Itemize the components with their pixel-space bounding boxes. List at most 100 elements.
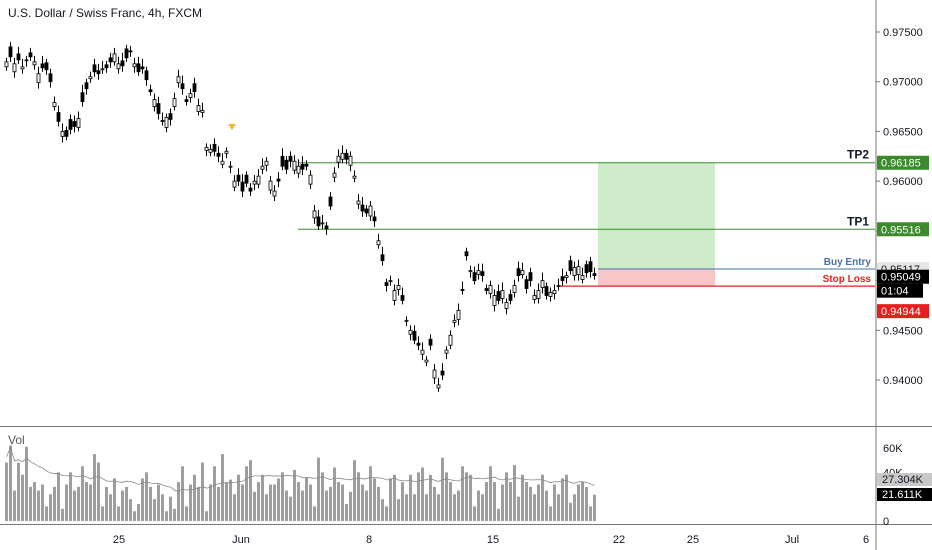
volume-bar (377, 486, 380, 521)
candle-down-body (544, 286, 549, 296)
volume-bar (469, 474, 472, 521)
volume-bar (269, 484, 272, 521)
volume-bar (477, 490, 480, 521)
volume-bar (545, 490, 548, 521)
candle-up-body (336, 155, 341, 163)
volume-bar (393, 474, 396, 521)
candle-down-body (40, 63, 45, 69)
volume-bar (209, 484, 212, 521)
candle (120, 52, 125, 72)
volume-bar (389, 478, 392, 521)
volume-bar (13, 490, 16, 521)
volume-bar (81, 466, 84, 521)
candle-down-body (44, 62, 49, 71)
candle-up-body (512, 285, 517, 293)
candle-down-body (80, 92, 85, 102)
volume-bar (481, 494, 484, 521)
tp1-label: TP1 (847, 214, 869, 228)
candle-up-body (548, 292, 553, 297)
candle-up-body (76, 118, 81, 128)
volume-bar (149, 486, 152, 521)
volume-bar (257, 482, 260, 521)
candle-up-body (176, 76, 181, 84)
candle (220, 153, 225, 169)
candle-down-body (68, 119, 73, 130)
volume-bar (157, 484, 160, 521)
volume-bar (385, 506, 388, 521)
price-tick-label: 0.97500 (883, 27, 923, 39)
candle (568, 255, 573, 275)
candle (336, 149, 341, 169)
candle (56, 105, 61, 127)
volume-bar (85, 482, 88, 521)
candle-down-body (592, 273, 597, 276)
candle-down-body (460, 289, 465, 291)
candle-down-body (160, 120, 165, 122)
volume-bar (525, 482, 528, 521)
candle (268, 176, 273, 195)
candle-up-body (200, 110, 205, 113)
candle (456, 303, 461, 326)
candle (52, 96, 57, 111)
candle-down-body (212, 143, 217, 152)
candle-up-body (348, 155, 353, 166)
candle (548, 287, 553, 302)
countdown-tag-bg (877, 283, 923, 298)
candle-up-body (12, 63, 17, 73)
candle-up-body (296, 165, 301, 174)
candle (88, 71, 93, 83)
candle-down-body (284, 159, 289, 170)
candle (244, 171, 249, 188)
candle-up-body (308, 174, 313, 185)
candle-down-body (360, 204, 365, 212)
candle (296, 159, 301, 179)
candle-up-body (540, 280, 545, 288)
candle (236, 168, 241, 187)
volume-ma-tag: 27.304K (877, 473, 932, 486)
volume-bar (141, 478, 144, 521)
signal-marker (228, 124, 236, 130)
candle-down-body (104, 64, 109, 69)
candle-up-body (4, 61, 9, 68)
candle-down-body (464, 251, 469, 257)
candle (448, 330, 453, 350)
candle-down-body (244, 174, 249, 184)
candle-down-body (144, 70, 149, 81)
volume-bar (289, 496, 292, 521)
candle (128, 45, 133, 57)
current-price-tag-bg (877, 269, 929, 284)
candle-down-body (64, 130, 69, 137)
volume-bar (561, 478, 564, 521)
candle (176, 69, 181, 88)
candle (272, 185, 277, 202)
volume-bar (373, 478, 376, 521)
candle-down-body (496, 291, 501, 301)
candle (152, 93, 157, 112)
volume-bar (129, 499, 132, 521)
volume-bar (245, 466, 248, 521)
candle (408, 325, 413, 341)
volume-bar (165, 511, 168, 521)
volume-bar (253, 491, 256, 521)
candle (440, 363, 445, 380)
candle-up-body (204, 146, 209, 151)
candle (104, 60, 109, 73)
candle (572, 261, 577, 281)
candle (556, 278, 561, 291)
candle-up-body (164, 117, 169, 128)
candle-up-body (196, 105, 201, 112)
tp1-price-tag-bg (877, 222, 929, 237)
candle (468, 265, 473, 278)
candle-up-body (332, 172, 337, 178)
candle (424, 356, 429, 367)
candle-up-body (468, 270, 473, 273)
candle-down-body (372, 216, 377, 222)
candle-down-body (560, 276, 565, 281)
candle-up-body (100, 68, 105, 71)
candle (516, 261, 521, 282)
volume-bar (105, 486, 108, 521)
candle-up-body (188, 93, 193, 99)
volume-bar (185, 506, 188, 521)
entry-label: Buy Entry (824, 257, 872, 268)
